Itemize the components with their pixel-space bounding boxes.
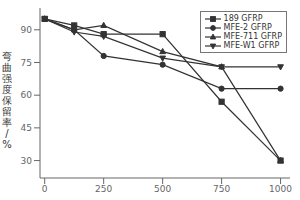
html-text:保: 保 xyxy=(2,94,12,106)
svg-text:60: 60 xyxy=(21,90,33,100)
svg-text:30: 30 xyxy=(21,156,33,166)
svg-text:500: 500 xyxy=(154,184,171,194)
html-text:MFE-W1 GFRP: MFE-W1 GFRP xyxy=(223,41,280,50)
svg-text:0: 0 xyxy=(42,184,48,194)
svg-text:750: 750 xyxy=(213,184,230,194)
svg-text:45: 45 xyxy=(21,123,32,133)
svg-text:75: 75 xyxy=(21,58,32,68)
html-text:率: 率 xyxy=(2,116,12,128)
html-text:留: 留 xyxy=(2,105,12,117)
html-text:弯: 弯 xyxy=(2,50,12,62)
svg-text:1000: 1000 xyxy=(269,184,292,194)
html-text:189 GFRP: 189 GFRP xyxy=(223,14,263,23)
html-text:度: 度 xyxy=(2,83,12,95)
svg-text:250: 250 xyxy=(95,184,112,194)
html-text:MFE-2 GFRP: MFE-2 GFRP xyxy=(223,23,272,32)
html-text:强: 强 xyxy=(2,72,12,84)
html-text:MFE-711 GFRP: MFE-711 GFRP xyxy=(223,32,282,41)
svg-text:90: 90 xyxy=(21,25,33,35)
html-text:曲: 曲 xyxy=(2,61,12,73)
